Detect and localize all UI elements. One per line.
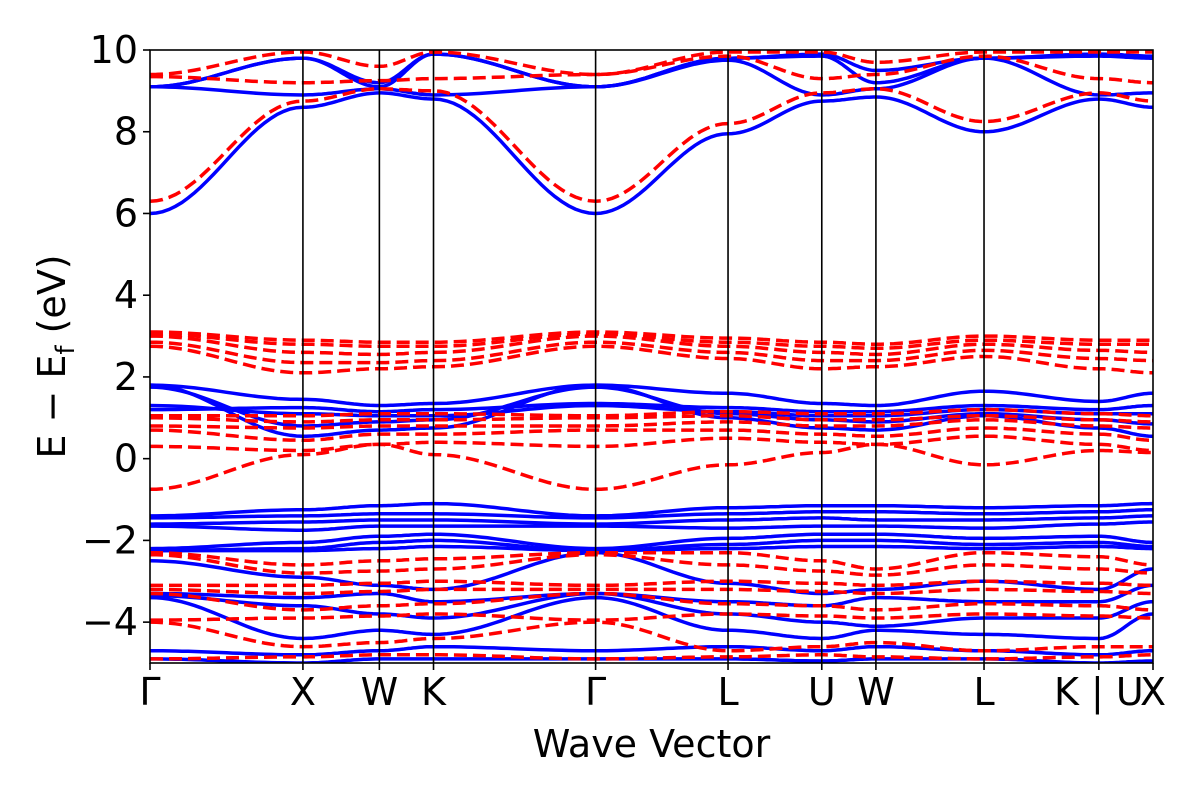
- x-tick-label: X: [290, 670, 316, 714]
- band-up-cb1: [150, 91, 1153, 216]
- y-tick-label: 8: [114, 110, 138, 154]
- y-tick-label: 6: [114, 191, 138, 235]
- x-tick-label: X: [1140, 670, 1166, 714]
- y-axis-title-unit: (eV): [30, 254, 74, 345]
- y-tick-label: −4: [82, 600, 138, 644]
- x-tick-label: U: [808, 670, 836, 714]
- y-axis-title-main: E − E: [30, 355, 74, 459]
- x-tick-label: W: [857, 670, 895, 714]
- kpoint-divider-lines: [302, 50, 1100, 663]
- band-up-v5: [150, 532, 1153, 551]
- plot-frame: [149, 49, 1154, 664]
- y-axis-title-subscript: f: [51, 345, 81, 355]
- band-lines: [150, 50, 1153, 663]
- band-dn-cb3: [150, 50, 1153, 77]
- band-dn-v7: [150, 620, 1153, 653]
- x-tick-label: L: [717, 670, 738, 714]
- x-tick-label: Γ: [585, 670, 606, 714]
- x-tick-label: L: [973, 670, 994, 714]
- band-dn-e6: [150, 442, 1153, 492]
- x-tick-label: Γ: [139, 670, 160, 714]
- x-tick-label: K | U: [1054, 670, 1144, 715]
- band-dn-v4: [150, 587, 1153, 596]
- band-dn-e2: [150, 426, 1153, 443]
- y-tick-label: 10: [90, 28, 138, 72]
- y-tick-label: 2: [114, 355, 138, 399]
- y-tick-label: 0: [114, 437, 138, 481]
- band-dn-d1: [150, 344, 1153, 375]
- y-axis-ticks: −4 −2 0 2 4 6 8 10: [82, 28, 150, 644]
- y-tick-label: −2: [82, 518, 138, 562]
- x-axis-title: Wave Vector: [533, 722, 771, 766]
- y-axis-title: E − Ef (eV): [30, 254, 81, 458]
- x-tick-label: K: [421, 670, 447, 714]
- y-tick-label: 4: [114, 273, 138, 317]
- x-tick-label: W: [361, 670, 399, 714]
- band-up-d5: [150, 383, 1153, 408]
- band-dn-e1: [150, 434, 1153, 453]
